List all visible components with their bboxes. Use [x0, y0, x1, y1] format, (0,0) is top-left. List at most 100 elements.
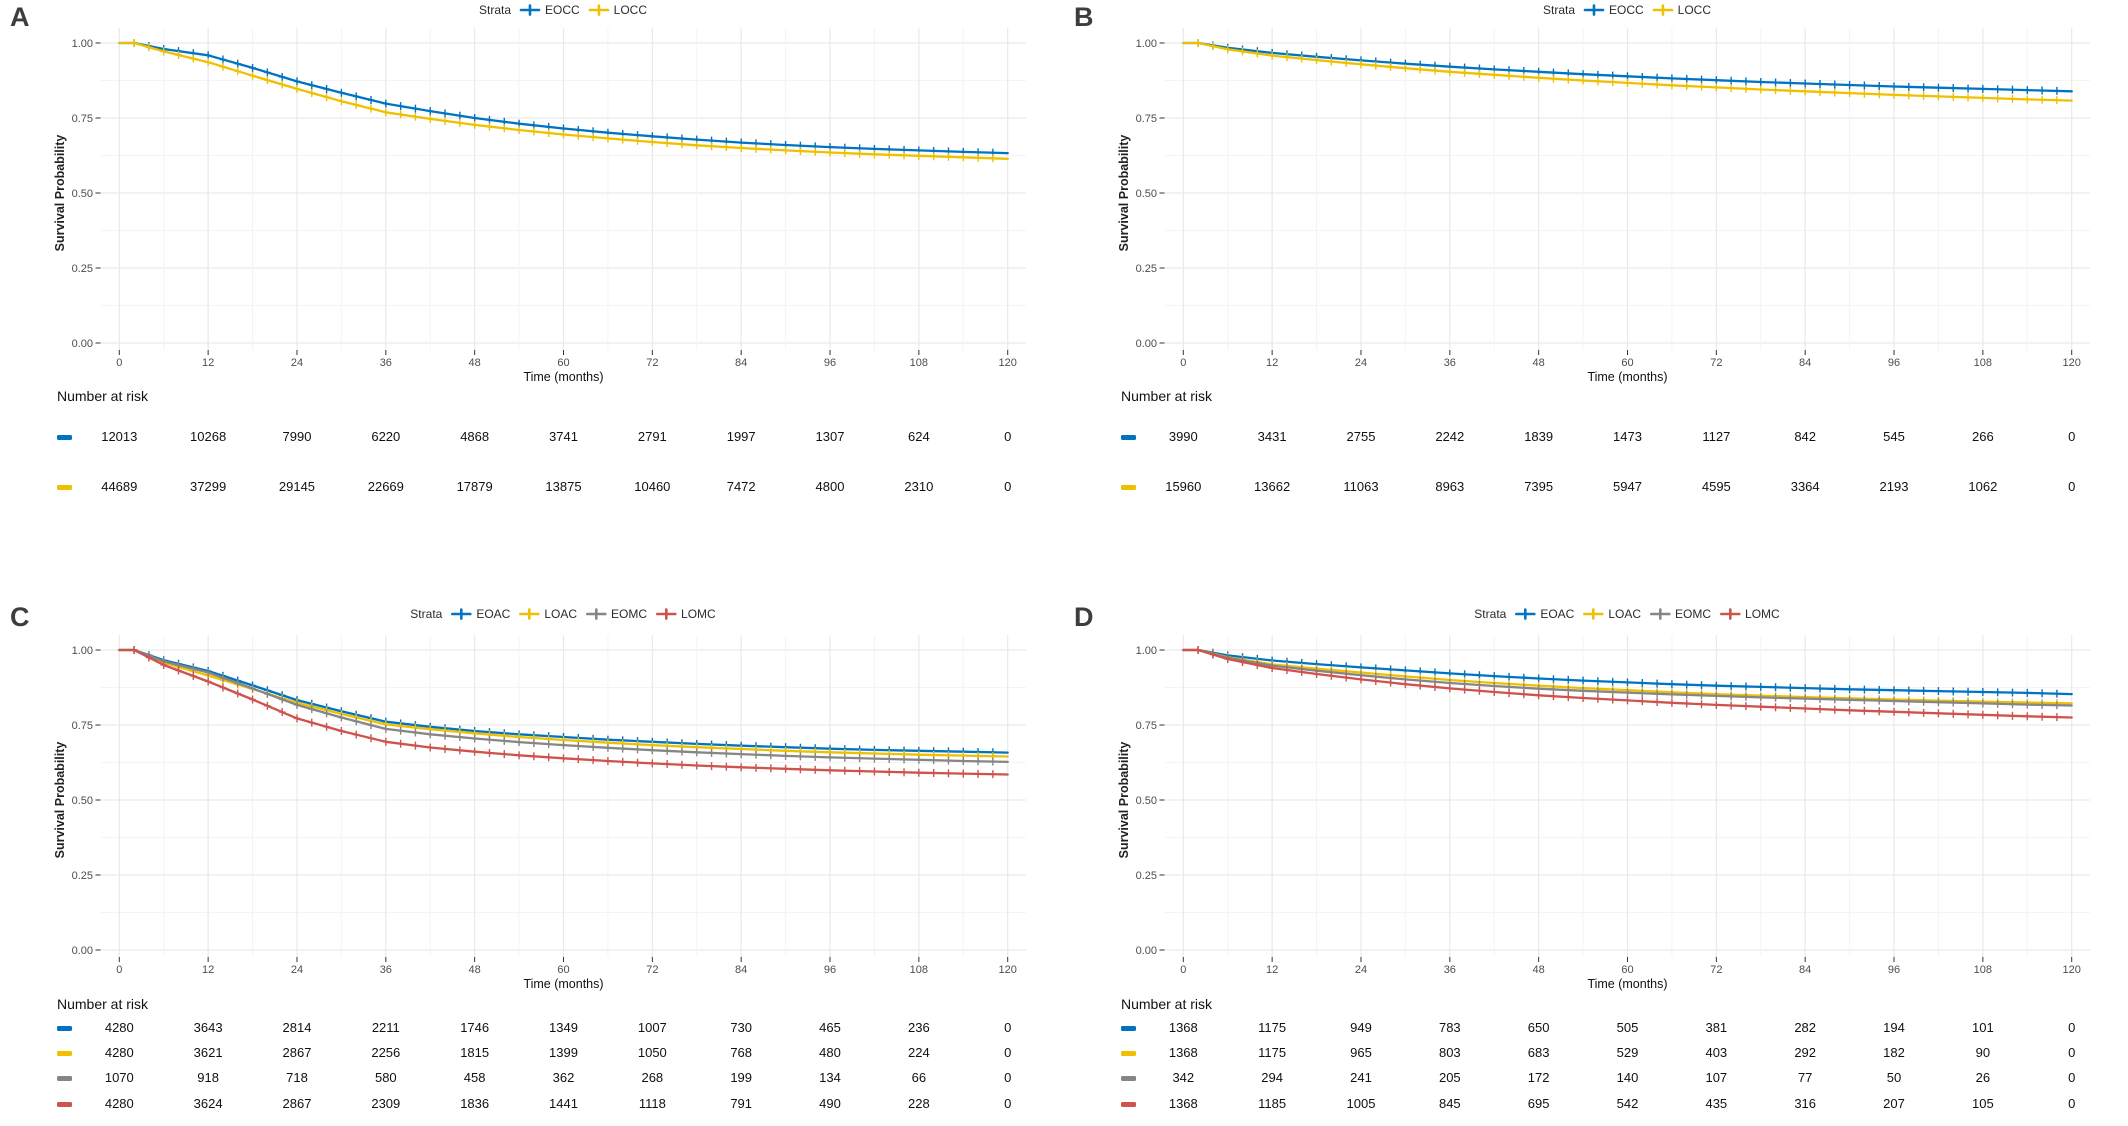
risk-count: 0 — [2068, 1045, 2076, 1060]
x-tick-label: 48 — [469, 357, 481, 369]
risk-count: 228 — [907, 1096, 930, 1111]
y-tick-label: 1.00 — [1136, 38, 1157, 50]
y-tick-label: 0.25 — [72, 870, 93, 882]
risk-count: 2755 — [1346, 429, 1376, 444]
y-tick-label: 1.00 — [72, 645, 93, 657]
risk-count: 1349 — [549, 1020, 578, 1035]
y-tick-label: 0.00 — [1136, 338, 1157, 350]
panel-b: B Strata EOCC LOCC 0.00 0.25 0.50 0.75 1.00 0 12… — [1064, 0, 2128, 590]
x-tick-label: 24 — [1355, 964, 1367, 976]
legend-entry-loac: LOAC — [518, 607, 577, 621]
risk-table-title-b: Number at risk — [1121, 388, 1213, 404]
x-tick-label: 72 — [1710, 964, 1722, 976]
legend-a: Strata EOCC LOCC — [479, 3, 647, 17]
x-tick-label: 72 — [1710, 357, 1722, 369]
risk-count: 1441 — [549, 1096, 578, 1111]
risk-row-marker-lomc — [1121, 1101, 1136, 1107]
legend-entry-label: EOMC — [1675, 607, 1712, 621]
x-axis-title: Time (months) — [1587, 370, 1667, 384]
x-tick-label: 84 — [735, 964, 747, 976]
risk-count: 1127 — [1702, 429, 1731, 444]
legend-entry-label: LOAC — [544, 607, 578, 621]
risk-table-b: 3990 3431 2755 2242 1839 1473 1127 842 545 266 0 15… — [1064, 0, 2128, 590]
x-tick-label: 12 — [1266, 964, 1278, 976]
y-tick-label: 0.50 — [1136, 795, 1157, 807]
risk-count: 1997 — [726, 429, 756, 444]
risk-count: 791 — [730, 1096, 753, 1111]
legend-entry-label: EOMC — [611, 607, 648, 621]
legend-entry-lomc: LOMC — [655, 607, 716, 621]
risk-count: 44689 — [101, 479, 138, 494]
risk-count: 3990 — [1168, 429, 1198, 444]
risk-count: 4280 — [104, 1020, 134, 1035]
x-tick-label: 84 — [1799, 964, 1811, 976]
risk-count: 7990 — [282, 429, 312, 444]
x-tick-label: 0 — [1180, 357, 1186, 369]
legend-key-icon — [585, 608, 607, 620]
risk-count: 0 — [1004, 1070, 1012, 1085]
legend-entry-eocc: EOCC — [1583, 3, 1644, 17]
risk-count: 1368 — [1168, 1045, 1198, 1060]
risk-count: 465 — [819, 1020, 841, 1035]
risk-count: 845 — [1438, 1096, 1461, 1111]
risk-count: 172 — [1527, 1070, 1550, 1085]
y-tick-label: 0.75 — [1136, 720, 1157, 732]
risk-count: 107 — [1705, 1070, 1728, 1085]
risk-count: 194 — [1883, 1020, 1905, 1035]
risk-count: 803 — [1438, 1045, 1461, 1060]
panel-c: C Strata EOAC LOAC EOMC LOMC 0.00 0.25 0.50 0.7… — [0, 590, 1064, 1126]
x-axis-title: Time (months) — [523, 370, 603, 384]
risk-count: 15960 — [1165, 479, 1202, 494]
risk-count: 4595 — [1701, 479, 1731, 494]
risk-count: 0 — [1004, 1096, 1012, 1111]
risk-count: 7395 — [1524, 479, 1554, 494]
risk-count: 768 — [730, 1045, 753, 1060]
risk-count: 0 — [1004, 479, 1012, 494]
y-tick-label: 0.25 — [72, 263, 93, 275]
risk-count: 1307 — [815, 429, 845, 444]
legend-b: Strata EOCC LOCC — [1543, 3, 1711, 17]
risk-count: 650 — [1527, 1020, 1550, 1035]
risk-count: 50 — [1886, 1070, 1902, 1085]
risk-count: 4280 — [104, 1096, 134, 1111]
risk-count: 12013 — [101, 429, 138, 444]
risk-count: 5947 — [1613, 479, 1642, 494]
risk-count: 2867 — [282, 1096, 312, 1111]
x-tick-label: 36 — [380, 964, 392, 976]
legend-entry-label: LOCC — [613, 3, 648, 17]
risk-count: 241 — [1350, 1070, 1372, 1085]
x-tick-label: 96 — [824, 964, 836, 976]
risk-count: 236 — [907, 1020, 930, 1035]
risk-table-a: 12013 10268 7990 6220 4868 3741 2791 1997 1307 62… — [0, 0, 1064, 590]
x-tick-label: 96 — [1888, 964, 1900, 976]
legend-entry-label: EOCC — [1609, 3, 1644, 17]
panel-label-b: B — [1074, 2, 1094, 32]
gridlines — [100, 28, 1026, 350]
axes: 0.00 0.25 0.50 0.75 1.00 0 12 24 36 48 60 72 84 96 108… — [53, 38, 1017, 384]
risk-count: 1368 — [1168, 1020, 1198, 1035]
risk-row-marker-loac — [1121, 1050, 1136, 1056]
y-tick-label: 0.00 — [72, 338, 93, 350]
risk-count: 292 — [1794, 1045, 1817, 1060]
risk-row-marker-eocc — [57, 434, 72, 440]
risk-count: 17879 — [456, 479, 493, 494]
risk-row-marker-eomc — [1121, 1075, 1136, 1081]
survival-curve-eocc — [118, 41, 1009, 155]
x-tick-label: 120 — [2063, 357, 2081, 369]
km-plot-c: 0.00 0.25 0.50 0.75 1.00 0 12 24 36 48 60 72 84 96 108… — [53, 635, 1026, 991]
risk-count: 3624 — [193, 1096, 223, 1111]
risk-count: 695 — [1527, 1096, 1550, 1111]
risk-count: 381 — [1705, 1020, 1728, 1035]
risk-count: 1175 — [1258, 1020, 1287, 1035]
legend-key-icon — [1649, 608, 1671, 620]
risk-count: 7472 — [726, 479, 756, 494]
risk-table-title-a: Number at risk — [57, 388, 149, 404]
risk-count: 3741 — [549, 429, 578, 444]
x-tick-label: 108 — [1974, 964, 1992, 976]
survival-curve-lomc — [118, 648, 1009, 776]
risk-count: 11063 — [1343, 479, 1379, 494]
risk-count: 949 — [1350, 1020, 1372, 1035]
y-tick-label: 0.75 — [72, 113, 93, 125]
risk-count: 1007 — [637, 1020, 667, 1035]
y-tick-label: 0.75 — [1136, 113, 1157, 125]
